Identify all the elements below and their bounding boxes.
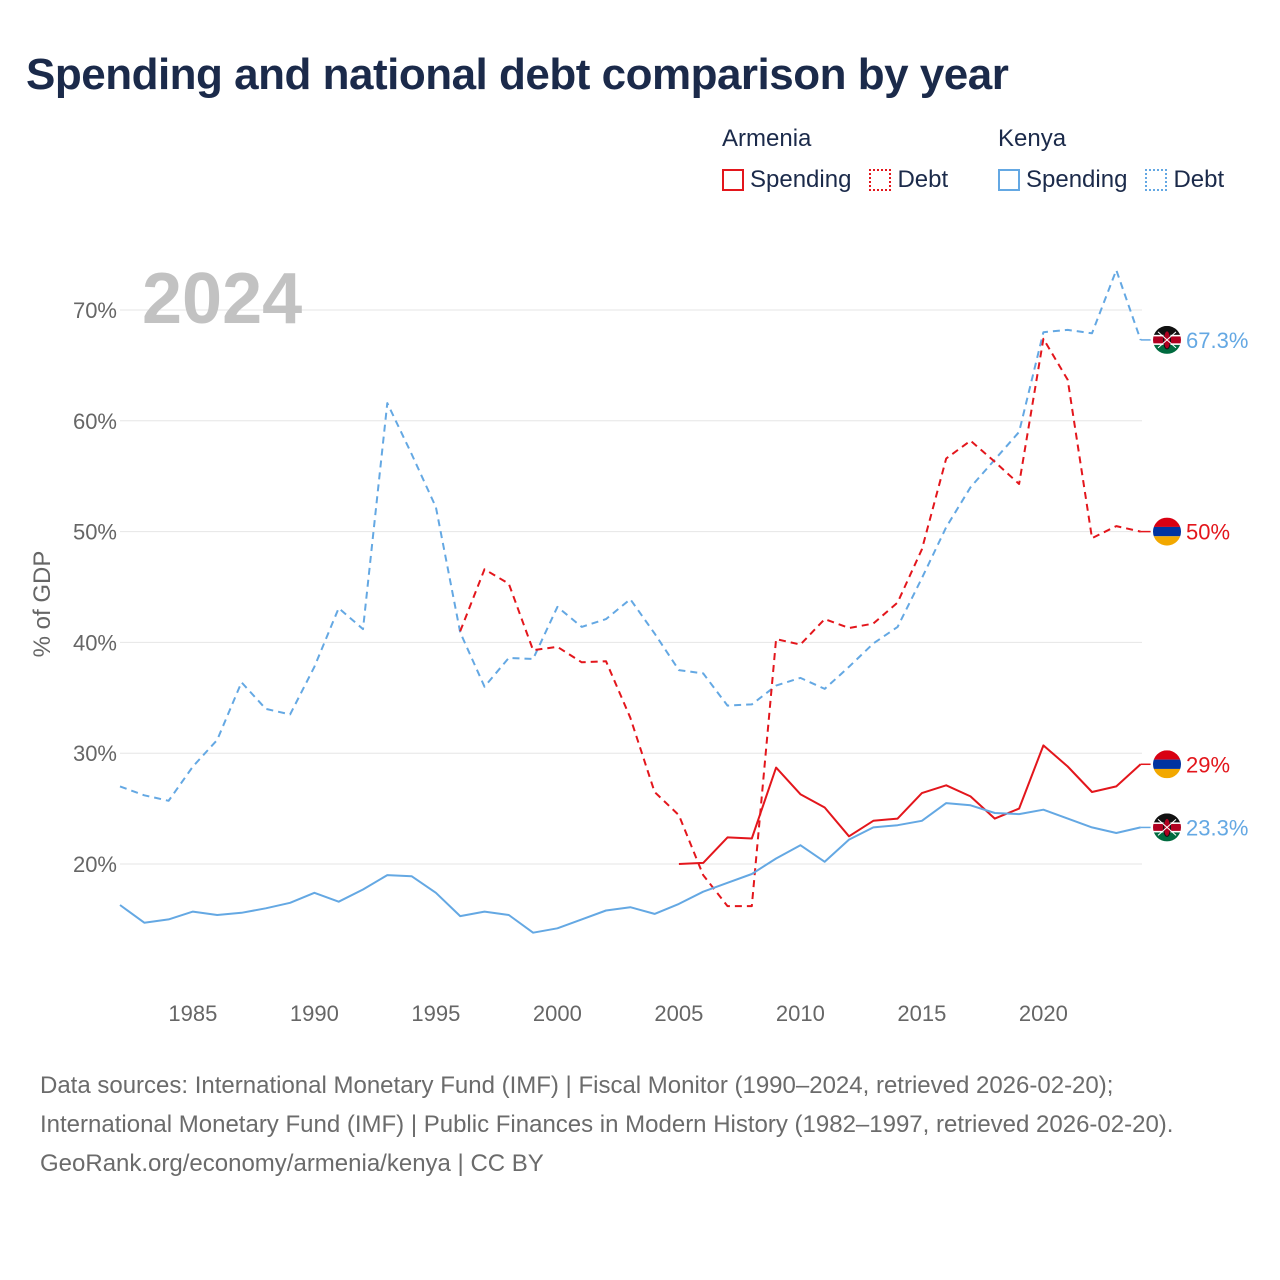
legend-label-armenia-spending: Spending (750, 166, 852, 193)
end-label-kenya-debt: 67.3% (1186, 328, 1248, 353)
legend-swatch-armenia-spending (722, 169, 744, 191)
legend-item-armenia-debt[interactable]: Debt (869, 166, 948, 194)
x-tick-label: 2005 (654, 1001, 703, 1026)
credit-link[interactable]: GeoRank.org/economy/armenia/kenya | CC B… (40, 1150, 544, 1177)
y-tick-label: 20% (73, 852, 117, 877)
legend-swatch-kenya-spending (998, 169, 1020, 191)
legend-country-kenya: Kenya (998, 125, 1067, 152)
x-tick-label: 2020 (1019, 1001, 1068, 1026)
kenya-flag-icon (1153, 325, 1181, 354)
legend-country-armenia: Armenia (722, 125, 812, 152)
legend-swatch-armenia-debt (869, 169, 892, 191)
y-axis-label: % of GDP (29, 551, 56, 658)
x-tick-label: 1990 (290, 1001, 339, 1026)
end-label-armenia-debt: 50% (1186, 520, 1230, 545)
x-tick-label: 1985 (168, 1001, 217, 1026)
legend-label-kenya-debt: Debt (1173, 166, 1225, 193)
legend-kenya: Kenya Spending Debt (998, 124, 1224, 194)
year-watermark: 2024 (142, 259, 302, 339)
y-tick-label: 70% (73, 298, 117, 323)
armenia-flag-icon (1153, 750, 1181, 779)
armenia-flag-icon (1153, 517, 1181, 546)
legend-item-armenia-spending[interactable]: Spending (722, 166, 851, 194)
legend-label-armenia-debt: Debt (897, 166, 949, 193)
series-line-armenia-debt[interactable] (459, 337, 1141, 908)
y-tick-label: 30% (73, 741, 117, 766)
chart-title: Spending and national debt comparison by… (26, 50, 1009, 99)
legend-item-kenya-spending[interactable]: Spending (998, 166, 1127, 194)
legend-label-kenya-spending: Spending (1026, 166, 1128, 193)
x-tick-label: 2010 (776, 1001, 825, 1026)
footer: Data sources: International Monetary Fun… (40, 1066, 1240, 1183)
line-chart: 2024 20% 30% 40% 50% 60% 70% 1985 1990 1995 2000… (29, 259, 1248, 1026)
legend-item-kenya-debt[interactable]: Debt (1145, 166, 1224, 194)
kenya-flag-icon (1153, 813, 1181, 842)
y-tick-label: 60% (73, 409, 117, 434)
y-tick-label: 40% (73, 630, 117, 655)
series-line-armenia-spending[interactable] (678, 744, 1142, 865)
series-line-kenya-spending[interactable] (119, 802, 1141, 934)
data-sources: Data sources: International Monetary Fun… (40, 1072, 1174, 1138)
x-tick-label: 2015 (897, 1001, 946, 1026)
end-label-kenya-spending: 23.3% (1186, 815, 1248, 840)
legend-armenia: Armenia Spending Debt (722, 124, 948, 194)
x-tick-label: 2000 (533, 1001, 582, 1026)
y-tick-label: 50% (73, 520, 117, 545)
legend-swatch-kenya-debt (1145, 169, 1168, 191)
x-tick-label: 1995 (411, 1001, 460, 1026)
series-line-kenya-debt[interactable] (119, 269, 1142, 802)
end-label-armenia-spending: 29% (1186, 752, 1230, 777)
